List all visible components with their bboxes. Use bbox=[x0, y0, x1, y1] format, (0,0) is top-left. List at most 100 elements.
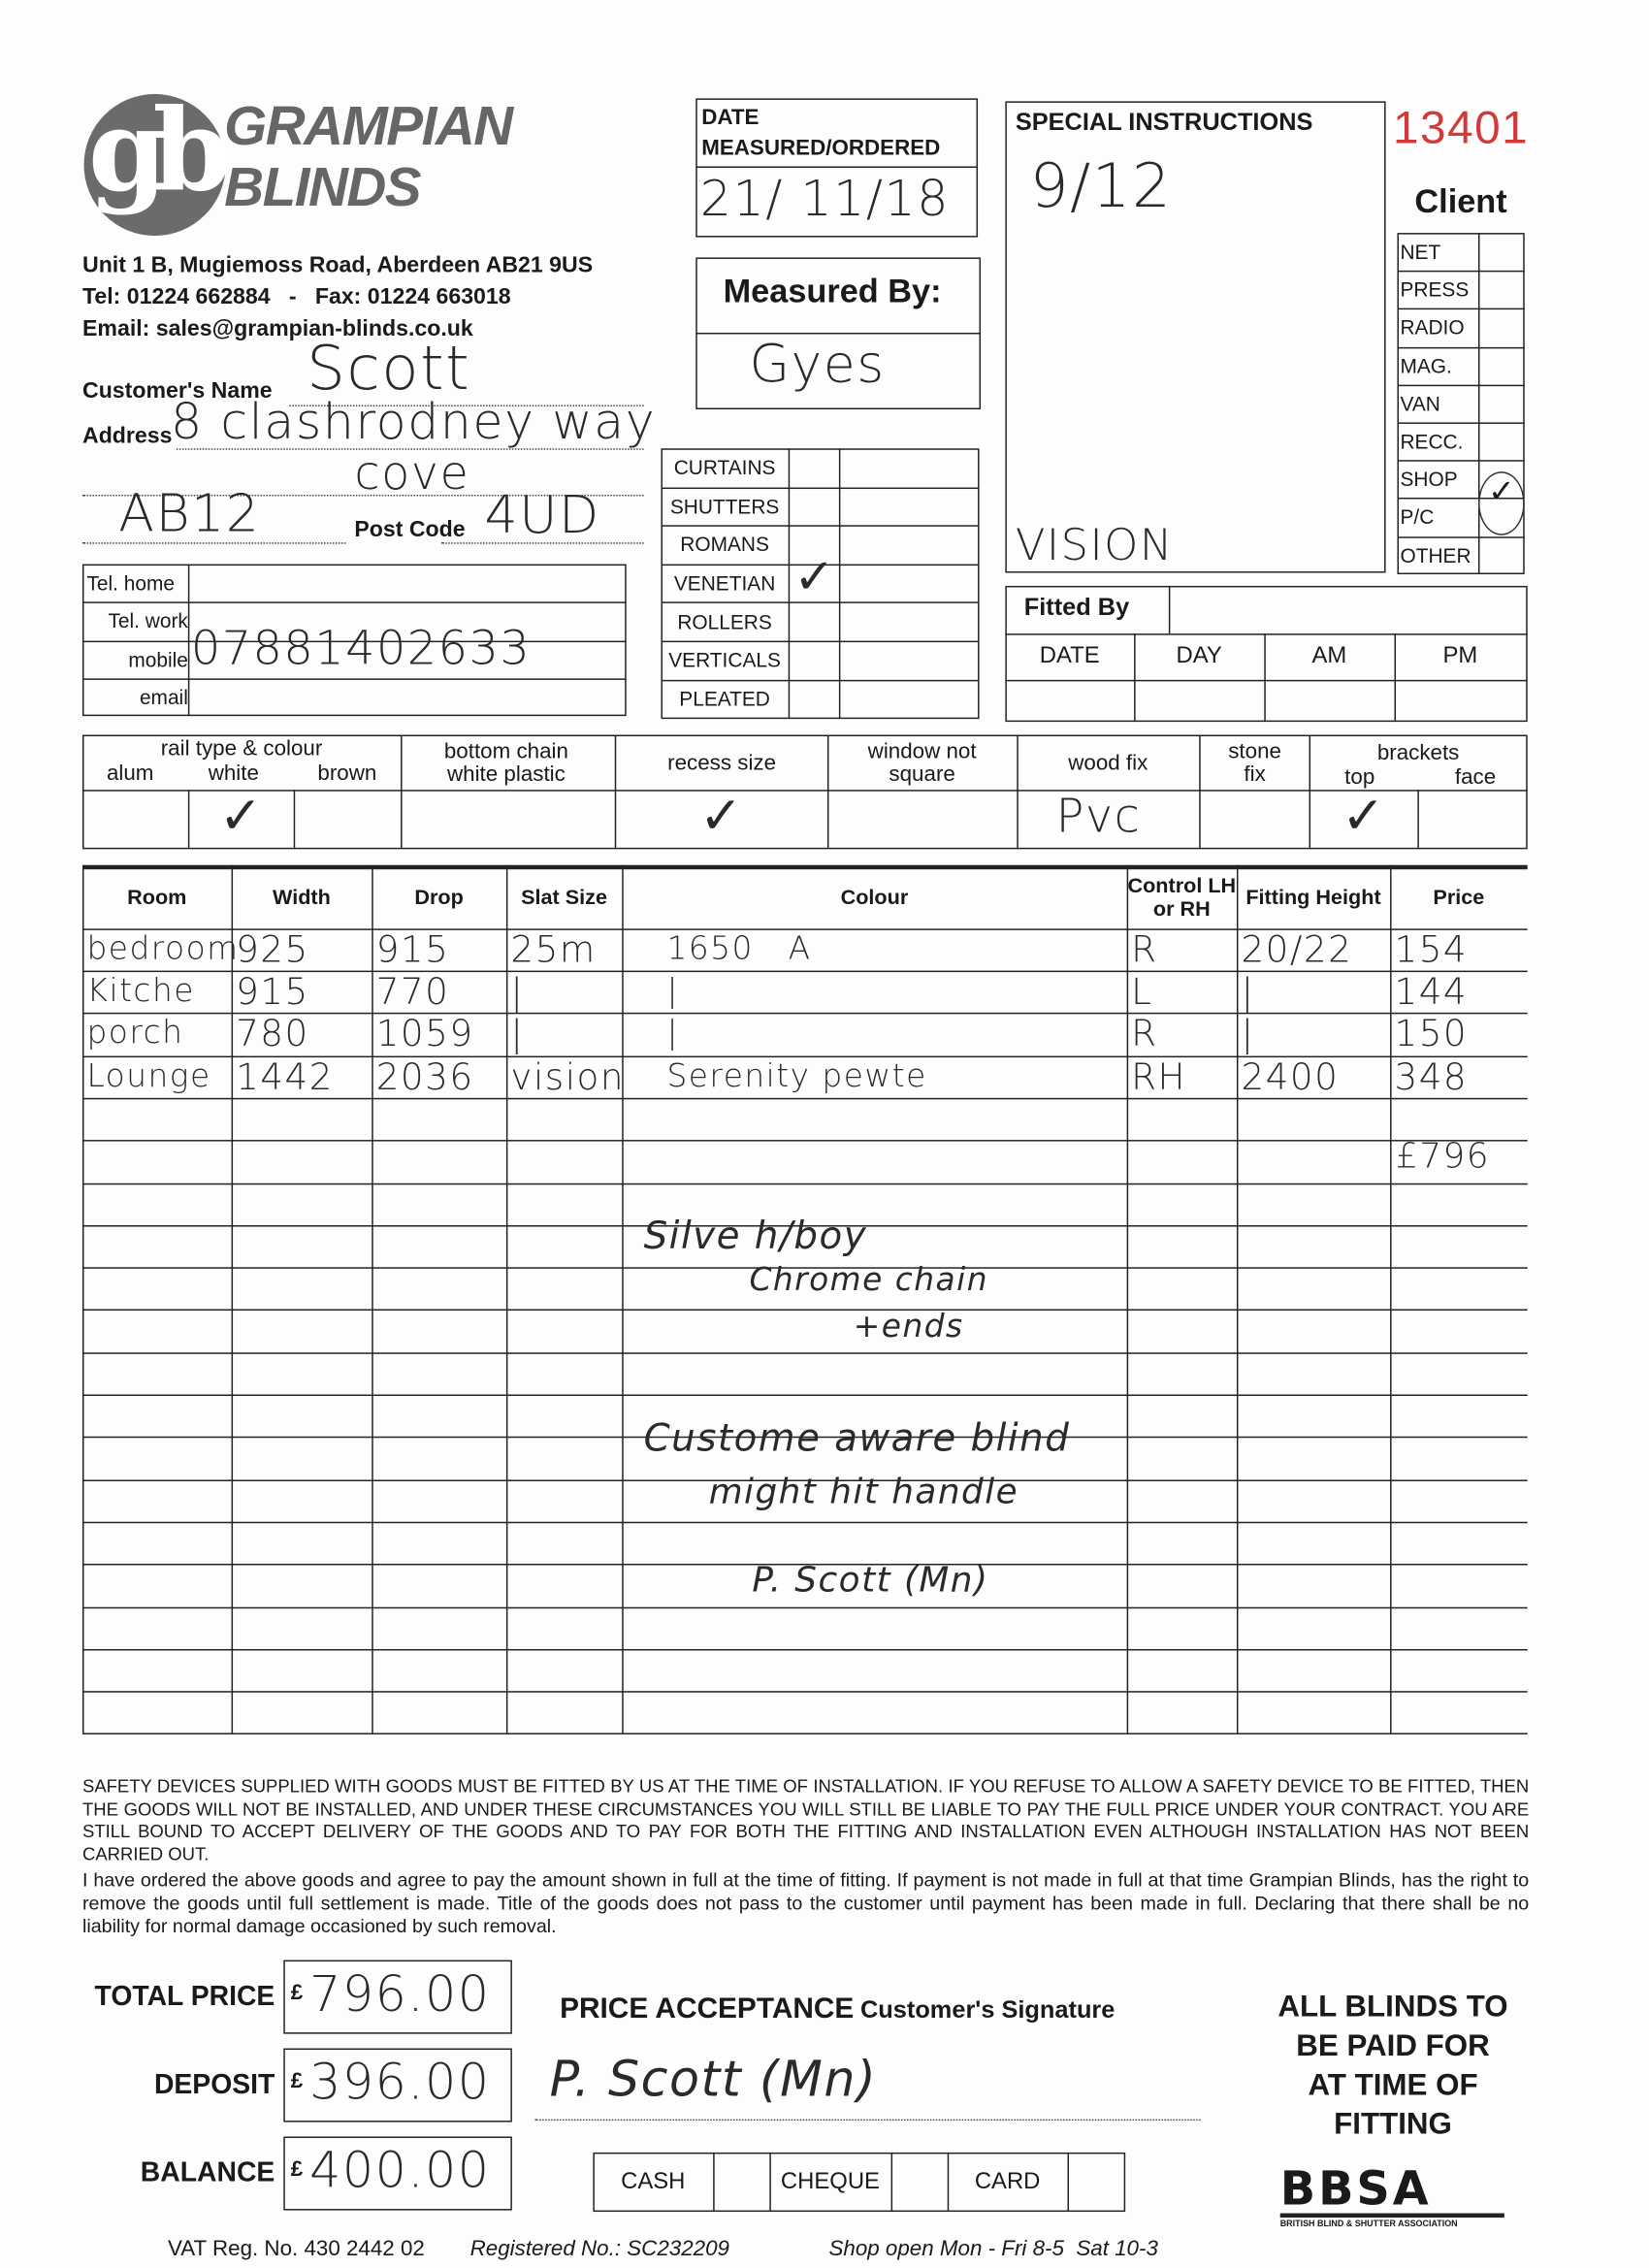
column-header: Drop bbox=[414, 887, 464, 910]
form-number: 13401 bbox=[1393, 101, 1530, 154]
table-cell[interactable]: 1059 bbox=[375, 1013, 474, 1055]
table-cell[interactable]: 2036 bbox=[375, 1054, 474, 1098]
date-measured-value: 21/ 11/18 bbox=[699, 170, 950, 229]
client-source-label: SHOP bbox=[1400, 467, 1458, 491]
brackets-top-label: top bbox=[1344, 764, 1375, 791]
client-source-checkbox[interactable]: ✓ bbox=[1478, 471, 1525, 536]
client-source-label: P/C bbox=[1400, 505, 1435, 529]
fitted-by-column: PM bbox=[1442, 643, 1478, 668]
client-source-checkbox[interactable] bbox=[1478, 233, 1525, 271]
product-checkbox[interactable] bbox=[790, 439, 839, 483]
product-checkbox[interactable] bbox=[790, 478, 839, 522]
table-cell[interactable]: | bbox=[1241, 970, 1255, 1013]
client-label: Client bbox=[1414, 181, 1507, 220]
table-cell[interactable]: R bbox=[1131, 1013, 1158, 1055]
order-total: £796 bbox=[1396, 1135, 1491, 1177]
total-label: DEPOSIT bbox=[153, 2069, 275, 2100]
recess-size-check[interactable]: ✓ bbox=[698, 785, 743, 845]
table-cell[interactable]: porch bbox=[86, 1016, 184, 1053]
table-cell[interactable]: 925 bbox=[236, 928, 309, 971]
window-not-square-label: window not square bbox=[867, 739, 977, 788]
table-cell[interactable]: Lounge bbox=[86, 1057, 211, 1095]
payment-method-checkbox[interactable] bbox=[713, 2153, 769, 2212]
table-cell[interactable]: 1442 bbox=[236, 1054, 334, 1098]
column-header: Width bbox=[272, 887, 331, 910]
product-label: CURTAINS bbox=[673, 456, 776, 480]
table-cell[interactable]: | bbox=[510, 970, 525, 1013]
phone-label: email bbox=[139, 685, 188, 709]
brackets-label: brackets bbox=[1376, 740, 1460, 765]
table-cell[interactable]: Serenity pewte bbox=[666, 1057, 927, 1095]
bottom-chain-label: bottom chain white plastic bbox=[443, 739, 568, 788]
wood-fix-label: wood fix bbox=[1068, 750, 1148, 776]
handwritten-note: +ends bbox=[853, 1309, 964, 1345]
table-cell[interactable]: L bbox=[1131, 970, 1153, 1013]
table-cell[interactable]: 1650 A bbox=[666, 931, 812, 968]
payment-method-checkbox[interactable] bbox=[891, 2153, 948, 2212]
table-cell[interactable]: 150 bbox=[1394, 1013, 1469, 1055]
table-cell[interactable]: | bbox=[666, 1016, 680, 1053]
table-cell[interactable]: 2400 bbox=[1241, 1054, 1340, 1098]
table-cell[interactable]: 780 bbox=[236, 1013, 309, 1055]
table-cell[interactable]: 154 bbox=[1394, 928, 1469, 971]
postcode-value: 4UD bbox=[484, 486, 600, 546]
product-label: VENETIAN bbox=[673, 571, 776, 596]
phone-label: Tel. work bbox=[108, 609, 188, 633]
client-source-checkbox[interactable] bbox=[1478, 536, 1525, 574]
table-cell[interactable]: bedroom bbox=[86, 931, 240, 968]
column-header: Room bbox=[127, 887, 187, 910]
product-checkbox[interactable] bbox=[790, 670, 839, 714]
table-cell[interactable]: 348 bbox=[1394, 1054, 1469, 1098]
product-checkbox[interactable] bbox=[790, 594, 839, 637]
product-checkbox[interactable] bbox=[790, 632, 839, 676]
payment-notice: ALL BLINDS TO BE PAID FOR AT TIME OF FITTIN… bbox=[1277, 1990, 1508, 2141]
table-cell[interactable]: R bbox=[1131, 928, 1158, 971]
agreement-terms: I have ordered the above goods and agree… bbox=[81, 1868, 1530, 1937]
address-line2: cove bbox=[354, 445, 470, 501]
brackets-face-label: face bbox=[1454, 764, 1497, 791]
phone-value[interactable]: 07881402633 bbox=[190, 619, 532, 675]
table-cell[interactable]: vision bbox=[510, 1054, 625, 1098]
table-cell[interactable]: 915 bbox=[236, 970, 309, 1013]
client-source-checkbox[interactable] bbox=[1478, 384, 1525, 422]
client-source-label: RECC. bbox=[1400, 429, 1464, 453]
table-cell[interactable]: 144 bbox=[1394, 970, 1469, 1013]
rail-white-check[interactable]: ✓ bbox=[218, 785, 263, 845]
client-source-checkbox[interactable] bbox=[1478, 346, 1525, 384]
stone-fix-label: stone fix bbox=[1228, 739, 1281, 788]
table-cell[interactable]: | bbox=[1241, 1013, 1255, 1055]
product-checkbox[interactable]: ✓ bbox=[793, 549, 835, 605]
table-cell[interactable]: | bbox=[666, 973, 680, 1010]
total-box[interactable] bbox=[283, 2136, 512, 2211]
brackets-top-check[interactable]: ✓ bbox=[1341, 785, 1385, 845]
table-cell[interactable]: Kitche bbox=[86, 973, 195, 1010]
handwritten-note: might hit handle bbox=[708, 1471, 1019, 1512]
table-cell[interactable]: RH bbox=[1131, 1054, 1187, 1098]
address-label: Address bbox=[81, 423, 173, 449]
shop-hours: Shop open Mon - Fri 8-5 Sat 10-3 bbox=[828, 2236, 1158, 2261]
column-header: Price bbox=[1433, 887, 1485, 910]
payment-method-checkbox[interactable] bbox=[1068, 2153, 1124, 2212]
special-instructions-value: 9/12 bbox=[1029, 150, 1173, 222]
special-instructions-note: VISION bbox=[1015, 520, 1174, 572]
fitted-by-column: DATE bbox=[1039, 643, 1100, 668]
column-header: Control LH or RH bbox=[1127, 875, 1237, 922]
wood-fix-value: Pvc bbox=[1055, 788, 1142, 844]
client-source-checkbox[interactable] bbox=[1478, 422, 1525, 460]
client-source-label: OTHER bbox=[1400, 543, 1471, 567]
total-box[interactable] bbox=[283, 2048, 512, 2122]
table-cell[interactable]: 25m bbox=[510, 928, 597, 971]
client-source-checkbox[interactable] bbox=[1478, 308, 1525, 346]
client-source-label: MAG. bbox=[1400, 353, 1452, 377]
total-box[interactable] bbox=[283, 1960, 512, 2034]
measured-by-value: Gyes bbox=[749, 335, 886, 396]
table-cell[interactable]: 20/22 bbox=[1241, 928, 1353, 971]
product-label: ROLLERS bbox=[677, 609, 772, 633]
table-cell[interactable]: | bbox=[510, 1013, 525, 1055]
customer-signature: P. Scott (Mn) bbox=[549, 2051, 878, 2110]
rail-brown-label: brown bbox=[317, 760, 377, 785]
table-cell[interactable]: 770 bbox=[375, 970, 450, 1013]
client-source-checkbox[interactable] bbox=[1478, 271, 1525, 308]
table-cell[interactable]: 915 bbox=[375, 928, 450, 971]
